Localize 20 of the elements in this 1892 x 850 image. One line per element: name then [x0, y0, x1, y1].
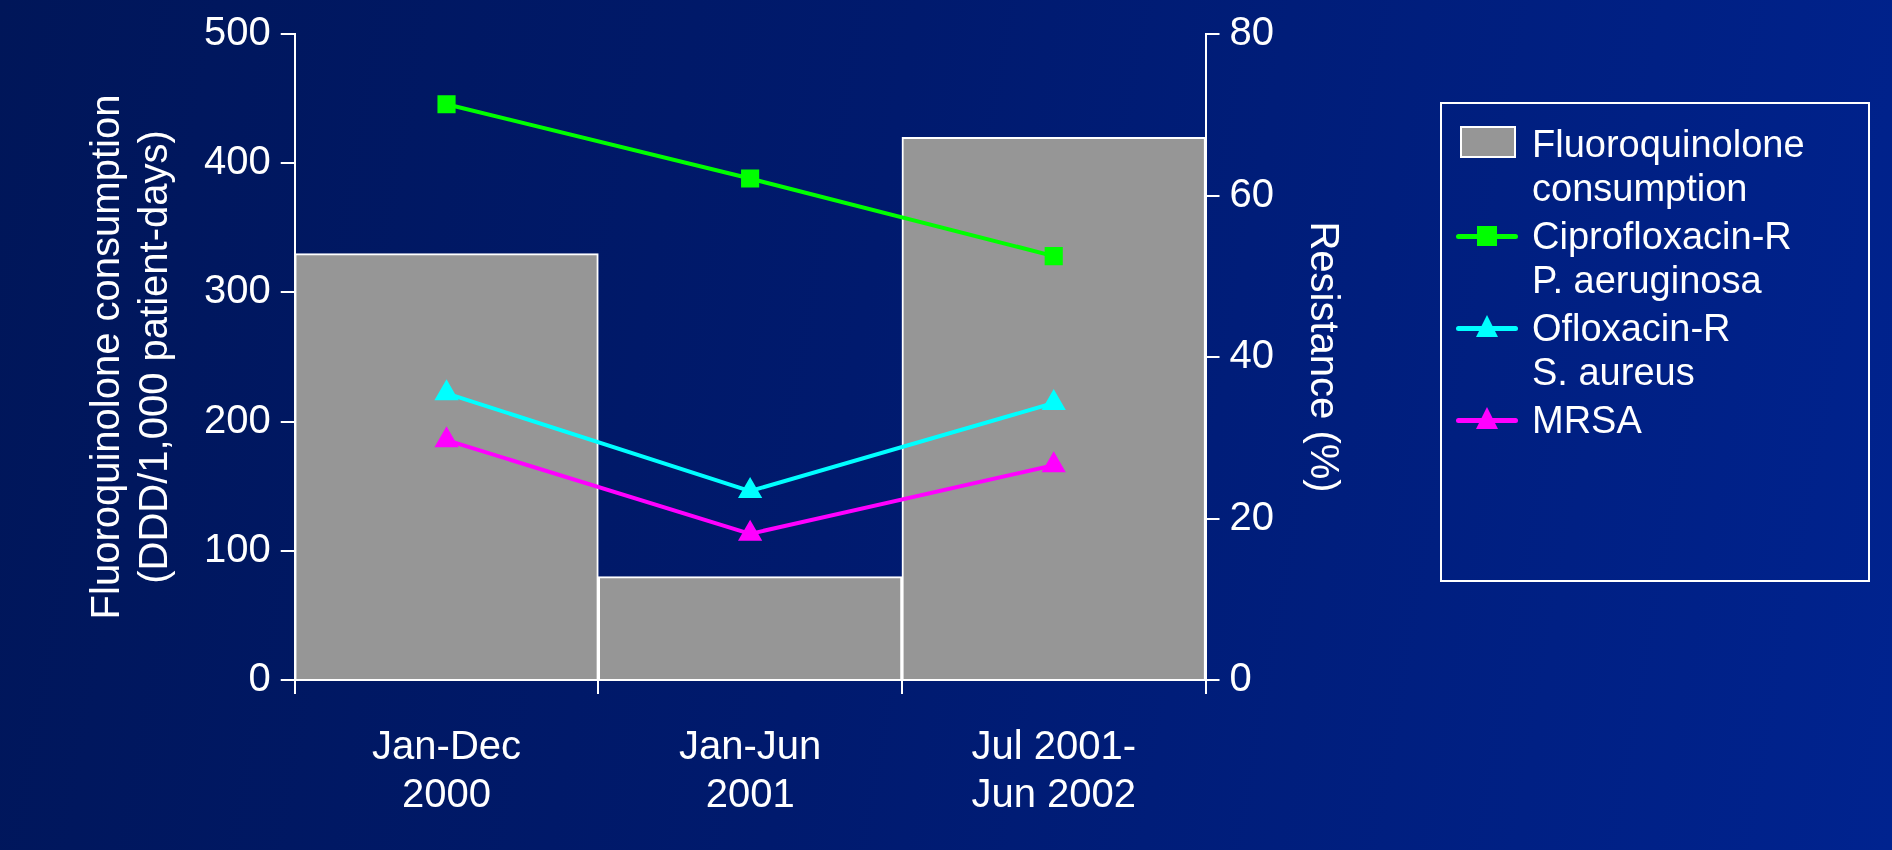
y-tick-label: 0: [248, 655, 271, 700]
y-tick-label: 400: [203, 138, 271, 183]
x-tick-label: Jan-Dec 2000: [372, 723, 522, 816]
y2-tick-label: 60: [1229, 170, 1275, 215]
y2-tick-label: 40: [1229, 332, 1275, 377]
legend-label: MRSA: [1532, 398, 1642, 442]
y2-axis-title: Resistance (%): [1302, 221, 1347, 493]
y-axis-title: Fluoroquinolone consumption (DDD/1,000 patient-days): [83, 94, 176, 620]
y-tick-label: 200: [203, 396, 271, 441]
y2-tick-label: 20: [1229, 493, 1275, 538]
text: Fluoroquinolone consumption: [1532, 122, 1805, 210]
legend-label: Ofloxacin-R S. aureus: [1532, 306, 1731, 394]
x-tick-label: Jul 2001- Jun 2002: [971, 723, 1137, 816]
legend-label: Ciprofloxacin-R P. aeruginosa: [1532, 214, 1792, 302]
y-tick-label: 300: [203, 267, 271, 312]
y-tick-label: 500: [203, 9, 271, 54]
x-tick-label: Jan-Jun 2001: [678, 723, 822, 816]
y2-tick-label: 0: [1229, 655, 1252, 700]
y2-tick-label: 80: [1229, 9, 1275, 54]
y-tick-label: 100: [203, 525, 271, 570]
